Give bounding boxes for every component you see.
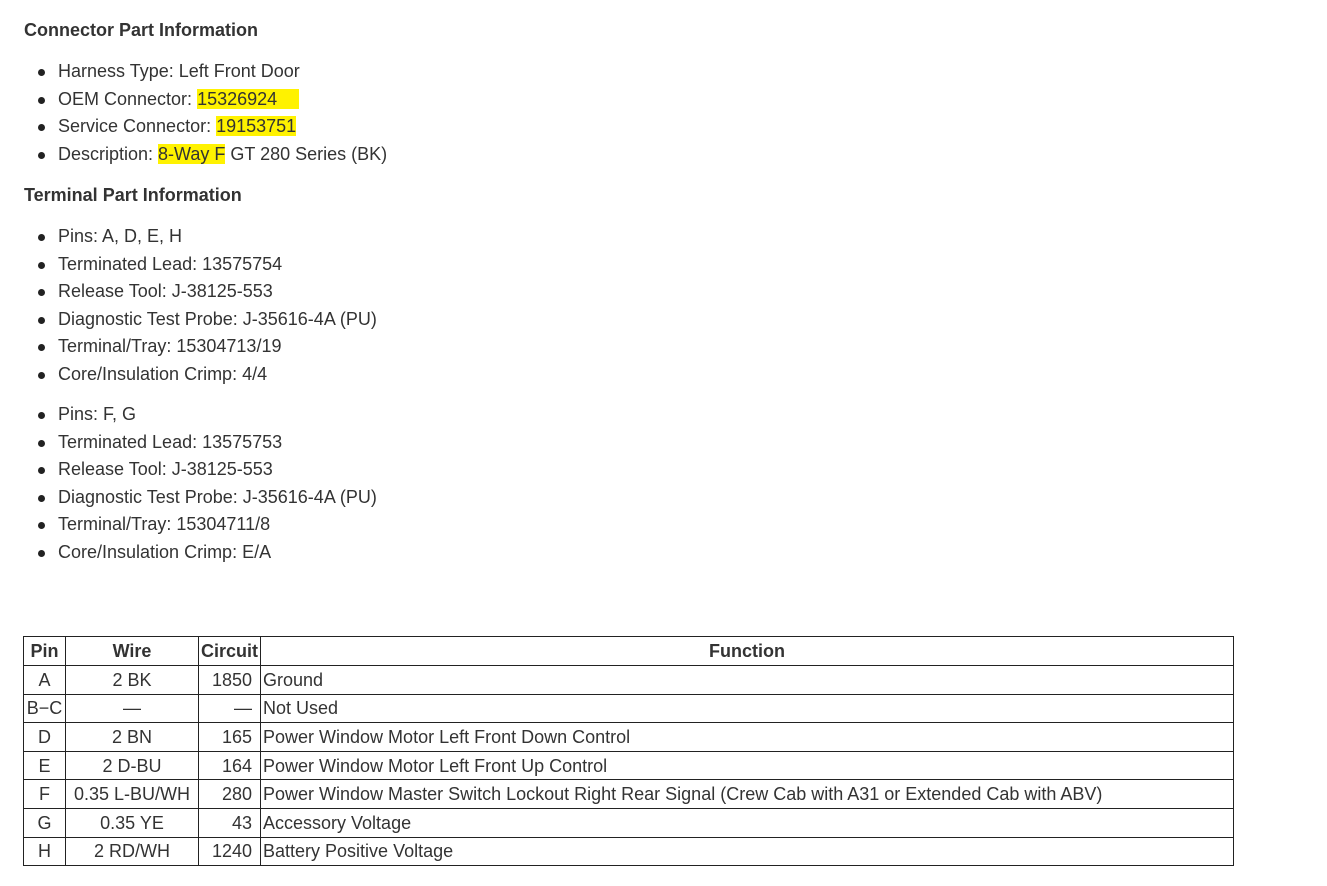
list-item: Terminated Lead: 13575754: [38, 251, 377, 279]
connector-heading: Connector Part Information: [24, 20, 259, 40]
highlighted-value: 19153751: [216, 116, 297, 136]
list-item: Release Tool: J-38125-553: [38, 456, 377, 484]
list-item: Core/Insulation Crimp: E/A: [38, 539, 377, 567]
table-header-row: Pin Wire Circuit Function: [23, 636, 1234, 666]
wire-cell: 2 RD/WH: [65, 836, 199, 867]
connector-list: Harness Type: Left Front Door OEM Connec…: [0, 58, 387, 168]
terminal-heading: Terminal Part Information: [24, 185, 242, 205]
function-cell: Power Window Master Switch Lockout Right…: [260, 779, 1234, 809]
list-item: Pins: A, D, E, H: [38, 223, 377, 251]
label: Service Connector:: [58, 116, 217, 136]
terminal-list-1: Pins: A, D, E, H Terminated Lead: 135757…: [0, 223, 377, 388]
function-cell: Power Window Motor Left Front Up Control: [260, 750, 1234, 781]
list-item: OEM Connector: 15326924: [37, 86, 387, 114]
label: Description:: [58, 143, 159, 164]
header-circuit: Circuit: [197, 636, 262, 666]
header-pin: Pin: [23, 636, 66, 666]
wire-cell: —: [65, 693, 199, 724]
pin-cell: G: [23, 807, 66, 838]
list-item: Description: 8-Way F GT 280 Series (BK): [37, 141, 388, 169]
function-cell: Accessory Voltage: [260, 807, 1234, 838]
function-cell: Not Used: [260, 693, 1234, 724]
terminal-list-2: Pins: F, G Terminated Lead: 13575753 Rel…: [0, 401, 377, 566]
circuit-cell: 165: [197, 722, 262, 752]
function-cell: Power Window Motor Left Front Down Contr…: [260, 722, 1234, 752]
circuit-cell: 1240: [197, 836, 262, 867]
list-item: Diagnostic Test Probe: J-35616-4A (PU): [38, 306, 377, 334]
list-item: Terminated Lead: 13575753: [38, 429, 377, 457]
pin-cell: D: [23, 722, 66, 752]
header-function: Function: [260, 636, 1234, 666]
function-cell: Ground: [260, 665, 1234, 695]
circuit-cell: —: [197, 693, 262, 724]
circuit-cell: 164: [197, 750, 262, 781]
label: OEM Connector:: [58, 88, 198, 109]
pin-cell: F: [23, 779, 66, 809]
list-item: Service Connector: 19153751: [37, 113, 387, 141]
pin-cell: B−C: [23, 693, 66, 724]
text: GT 280 Series (BK): [225, 143, 388, 164]
list-item: Pins: F, G: [38, 401, 377, 429]
list-item: Terminal/Tray: 15304711/8: [38, 511, 377, 539]
wire-cell: 2 D-BU: [65, 750, 199, 781]
list-item: Harness Type: Left Front Door: [37, 58, 387, 86]
header-wire: Wire: [65, 636, 199, 666]
table-row: F 0.35 L-BU/WH 280 Power Window Master Swit…: [23, 779, 1234, 809]
function-cell: Battery Positive Voltage: [260, 836, 1234, 867]
circuit-cell: 1850: [197, 665, 262, 695]
highlighted-value: 15326924: [197, 88, 300, 109]
list-item: Release Tool: J-38125-553: [38, 278, 377, 306]
wire-cell: 0.35 L-BU/WH: [65, 779, 199, 809]
pin-cell: H: [23, 836, 66, 867]
wire-cell: 2 BK: [65, 665, 199, 695]
pin-cell: E: [23, 750, 66, 781]
circuit-cell: 43: [197, 807, 262, 838]
list-item: Terminal/Tray: 15304713/19: [38, 333, 377, 361]
pin-cell: A: [23, 665, 66, 695]
list-item: Core/Insulation Crimp: 4/4: [38, 361, 377, 389]
wire-cell: 2 BN: [65, 722, 199, 752]
table-row: B−C — — Not Used: [23, 693, 1234, 724]
list-item: Diagnostic Test Probe: J-35616-4A (PU): [38, 484, 377, 512]
highlighted-value: 8-Way F: [158, 143, 226, 164]
table-row: G 0.35 YE 43 Accessory Voltage: [23, 807, 1234, 838]
circuit-cell: 280: [197, 779, 262, 809]
wire-cell: 0.35 YE: [65, 807, 199, 838]
